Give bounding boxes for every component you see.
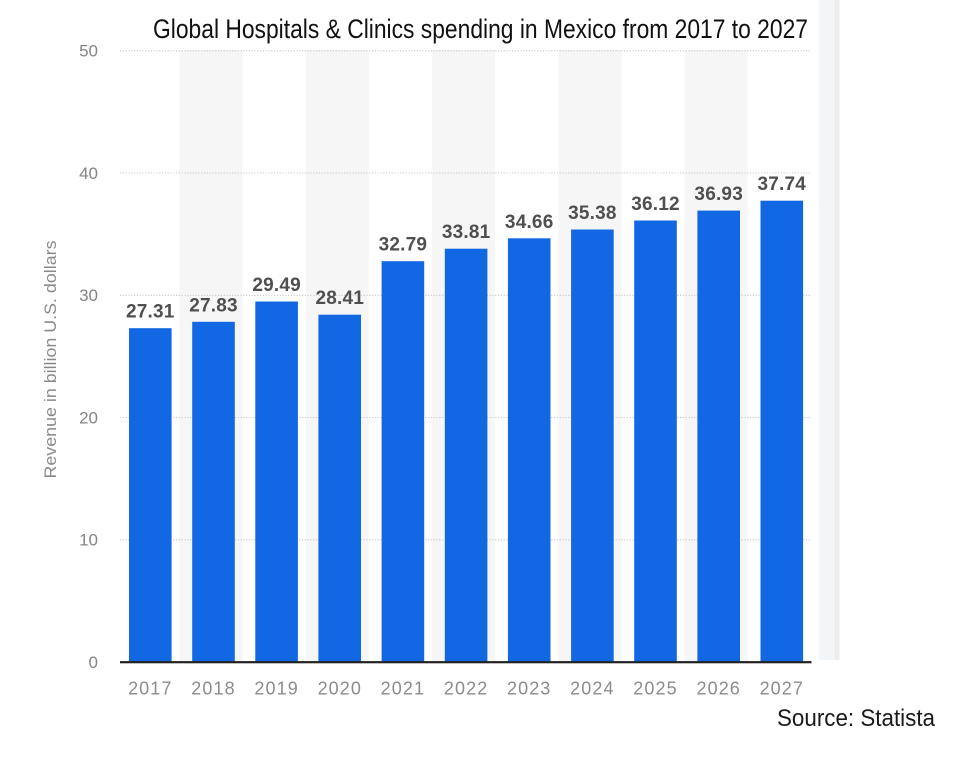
svg-text:2024: 2024 xyxy=(570,679,614,699)
svg-text:Global Hospitals & Clinics spe: Global Hospitals & Clinics spending in M… xyxy=(153,14,808,44)
svg-text:2020: 2020 xyxy=(318,679,362,699)
svg-text:2027: 2027 xyxy=(760,679,804,699)
svg-text:2018: 2018 xyxy=(191,679,235,699)
svg-text:40: 40 xyxy=(79,164,98,183)
svg-text:28.41: 28.41 xyxy=(316,288,365,309)
svg-text:2017: 2017 xyxy=(128,679,172,699)
svg-text:2025: 2025 xyxy=(633,679,677,699)
svg-text:Source: Statista: Source: Statista xyxy=(777,705,936,732)
svg-text:33.81: 33.81 xyxy=(442,222,491,243)
svg-text:30: 30 xyxy=(79,286,98,305)
svg-text:2019: 2019 xyxy=(254,679,298,699)
svg-text:27.31: 27.31 xyxy=(126,302,175,323)
svg-text:29.49: 29.49 xyxy=(252,275,301,296)
svg-text:2026: 2026 xyxy=(696,679,740,699)
svg-text:2021: 2021 xyxy=(381,679,425,699)
svg-text:20: 20 xyxy=(79,408,98,427)
svg-text:34.66: 34.66 xyxy=(505,212,554,233)
svg-text:2022: 2022 xyxy=(444,679,488,699)
svg-text:37.74: 37.74 xyxy=(758,174,807,195)
svg-text:32.79: 32.79 xyxy=(379,235,428,256)
svg-text:Revenue in billion U.S. dollar: Revenue in billion U.S. dollars xyxy=(41,241,60,479)
svg-text:27.83: 27.83 xyxy=(189,295,238,316)
svg-text:36.12: 36.12 xyxy=(631,194,680,215)
svg-text:35.38: 35.38 xyxy=(568,203,617,224)
svg-text:10: 10 xyxy=(79,531,98,550)
svg-text:50: 50 xyxy=(79,42,98,61)
svg-text:0: 0 xyxy=(89,653,98,672)
svg-text:36.93: 36.93 xyxy=(694,184,743,205)
svg-text:2023: 2023 xyxy=(507,679,551,699)
